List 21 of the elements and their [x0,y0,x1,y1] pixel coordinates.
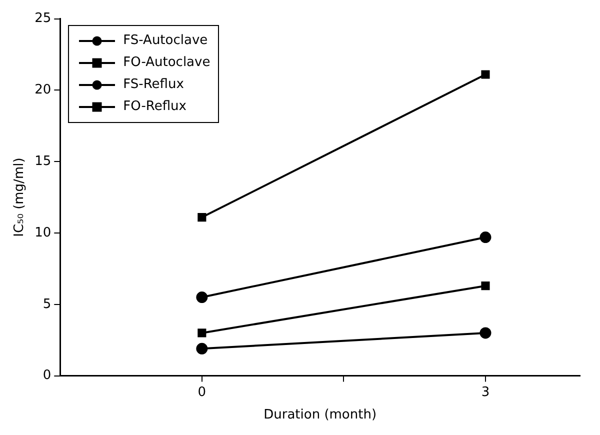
x-tick-label: 3 [481,384,490,400]
point [198,213,206,222]
point [196,342,208,354]
legend-label: FO-Reflux [123,99,186,114]
point [481,282,490,290]
point [480,232,492,244]
y-tick-label: 10 [34,225,52,240]
point [196,292,208,304]
y-axis-title: IC₅₀ (mg/ml) [12,158,28,237]
y-tick-label: 5 [42,296,52,312]
legend-label: FS-Reflux [123,77,184,92]
x-axis-title: Duration (month) [264,408,377,423]
point [480,327,492,339]
y-tick-label: 25 [34,11,52,26]
point [481,70,490,79]
y-tick-label: 20 [34,82,52,98]
legend-label: FO-Autoclave [123,55,210,70]
point [198,328,206,338]
y-tick-label: 15 [34,154,52,169]
legend-label: FS-Autoclave [123,33,208,48]
y-tick-label: 0 [42,368,52,384]
